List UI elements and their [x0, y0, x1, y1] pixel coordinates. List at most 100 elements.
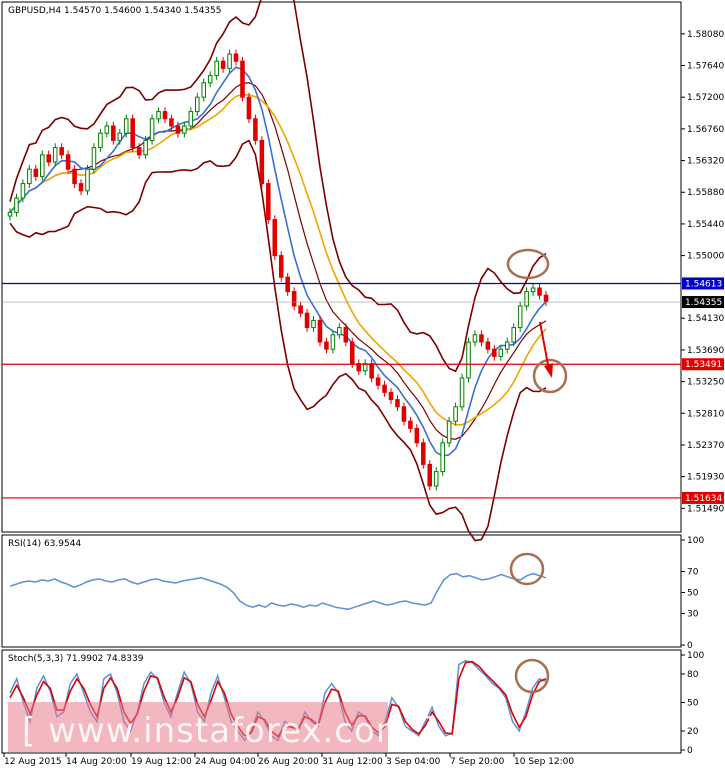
candle-body [408, 420, 413, 429]
candle-body [498, 348, 504, 357]
candle-body [278, 255, 284, 278]
candle-body [388, 391, 394, 401]
candle-body [537, 287, 542, 296]
candle-body [285, 276, 290, 293]
candle-body [85, 168, 90, 192]
level-tag [682, 277, 724, 290]
candle-body [123, 118, 129, 134]
candle-body [65, 154, 71, 170]
candle-body [427, 463, 433, 487]
candle-body [421, 442, 426, 465]
candle-body [349, 341, 355, 365]
price-tick-label: 1.56760 [687, 125, 724, 135]
time-tick-label: 24 Aug 04:00 [195, 757, 256, 767]
candle-body [111, 125, 116, 141]
candle-body [369, 363, 374, 379]
watermark: [ www.instaforex.com ] [8, 702, 436, 752]
candle-body [233, 53, 239, 62]
candle-body [395, 399, 400, 408]
candle-body [104, 125, 110, 134]
candle-body [317, 319, 323, 343]
candle-body [46, 154, 52, 163]
candle-body [343, 327, 349, 343]
candle-body [40, 154, 45, 177]
candle-body [466, 341, 471, 379]
price-tick-label: 1.55000 [687, 252, 724, 262]
stoch-tick-label: 20 [687, 727, 699, 737]
rsi-label: RSI(14) 63.9544 [8, 539, 81, 549]
candle-body [175, 125, 181, 134]
candle-body [524, 291, 529, 307]
time-tick-label: 26 Aug 20:00 [258, 757, 319, 767]
time-tick-label: 12 Aug 2015 [4, 757, 62, 767]
rsi-tick-label: 100 [687, 536, 704, 546]
watermark-text: [ www.instaforex.com ] [22, 711, 436, 751]
annotation-circle-target [532, 358, 568, 394]
candle-body [543, 294, 549, 303]
price-tick-label: 1.55440 [687, 220, 724, 230]
candle-body [201, 82, 207, 98]
candle-body [453, 406, 458, 422]
rsi-panel [1, 534, 682, 648]
candle-body [304, 312, 310, 329]
candle-body [362, 363, 368, 372]
candle-body [130, 118, 135, 149]
candle-body [517, 305, 523, 329]
rsi-tick-label: 0 [687, 641, 693, 651]
time-tick-label: 3 Sep 04:00 [386, 757, 441, 767]
candle-body [156, 111, 161, 120]
candle-body [78, 183, 84, 192]
candle-body [227, 53, 232, 69]
price-tick-label: 1.57200 [687, 93, 724, 103]
current-price-label: 1.54355 [685, 298, 722, 308]
candle-body [324, 341, 329, 350]
candle-body [149, 118, 155, 141]
forecast-arrow-head [544, 363, 553, 378]
price-tick-label: 1.58080 [687, 30, 724, 40]
candle-body [433, 471, 439, 487]
candle-body [253, 118, 258, 141]
level-tag-label: 1.54613 [685, 279, 722, 289]
price-tick-label: 1.54130 [687, 314, 724, 324]
bollinger-upper [9, 0, 547, 373]
candle-body [414, 427, 420, 444]
candle-body [401, 406, 407, 422]
candle-body [240, 60, 245, 98]
annotation-circle-rsi [509, 552, 545, 586]
level-tag-label: 1.51634 [685, 494, 722, 504]
forecast-arrow-shaft [539, 321, 550, 371]
candle-body [7, 211, 13, 217]
rsi-tick-label: 30 [687, 610, 699, 620]
watermark-banner [8, 702, 388, 752]
price-axis: 1.58080 1.57640 1.57200 1.56760 1.56320 1.558… [681, 30, 724, 514]
candle-body [440, 442, 445, 473]
time-tick-label: 14 Aug 20:00 [66, 757, 127, 767]
ma-fast-line [9, 66, 547, 457]
candle-body [472, 334, 478, 343]
candle-body [27, 168, 32, 185]
candle-body [259, 139, 265, 185]
time-tick-label: 7 Sep 20:00 [450, 757, 505, 767]
candle-body [511, 327, 516, 343]
candles [7, 49, 549, 491]
candle-body [207, 75, 213, 84]
candle-body [98, 132, 103, 149]
candle-body [246, 96, 252, 120]
bollinger-middle [9, 82, 547, 440]
candle-body [485, 341, 491, 350]
price-tick-label: 1.57640 [687, 62, 724, 72]
candle-body [33, 168, 39, 177]
candle-body [479, 334, 484, 343]
rsi-axis: 100 70 50 30 0 [681, 536, 704, 651]
price-tick-label: 1.51490 [687, 504, 724, 514]
candle-body [52, 147, 58, 163]
moving-averages [9, 66, 547, 457]
candle-body [136, 147, 142, 156]
candle-body [382, 384, 387, 393]
stoch-tick-label: 50 [687, 699, 699, 709]
candle-body [20, 183, 26, 199]
price-levels: 1.54613 1.53491 1.51634 1.54355 [2, 277, 724, 504]
candle-body [59, 147, 64, 156]
candle-body [162, 111, 168, 120]
